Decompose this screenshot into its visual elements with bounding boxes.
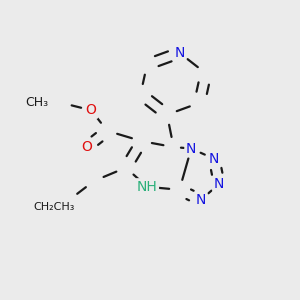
Text: N: N bbox=[174, 46, 184, 60]
Text: O: O bbox=[86, 103, 97, 117]
Text: N: N bbox=[209, 152, 219, 166]
Text: CH₃: CH₃ bbox=[25, 96, 48, 110]
Text: N: N bbox=[214, 177, 224, 191]
Text: N: N bbox=[196, 193, 206, 207]
Text: NH: NH bbox=[137, 180, 158, 194]
Text: N: N bbox=[186, 142, 196, 155]
Text: O: O bbox=[81, 140, 92, 154]
Text: CH₂CH₃: CH₂CH₃ bbox=[34, 202, 75, 212]
